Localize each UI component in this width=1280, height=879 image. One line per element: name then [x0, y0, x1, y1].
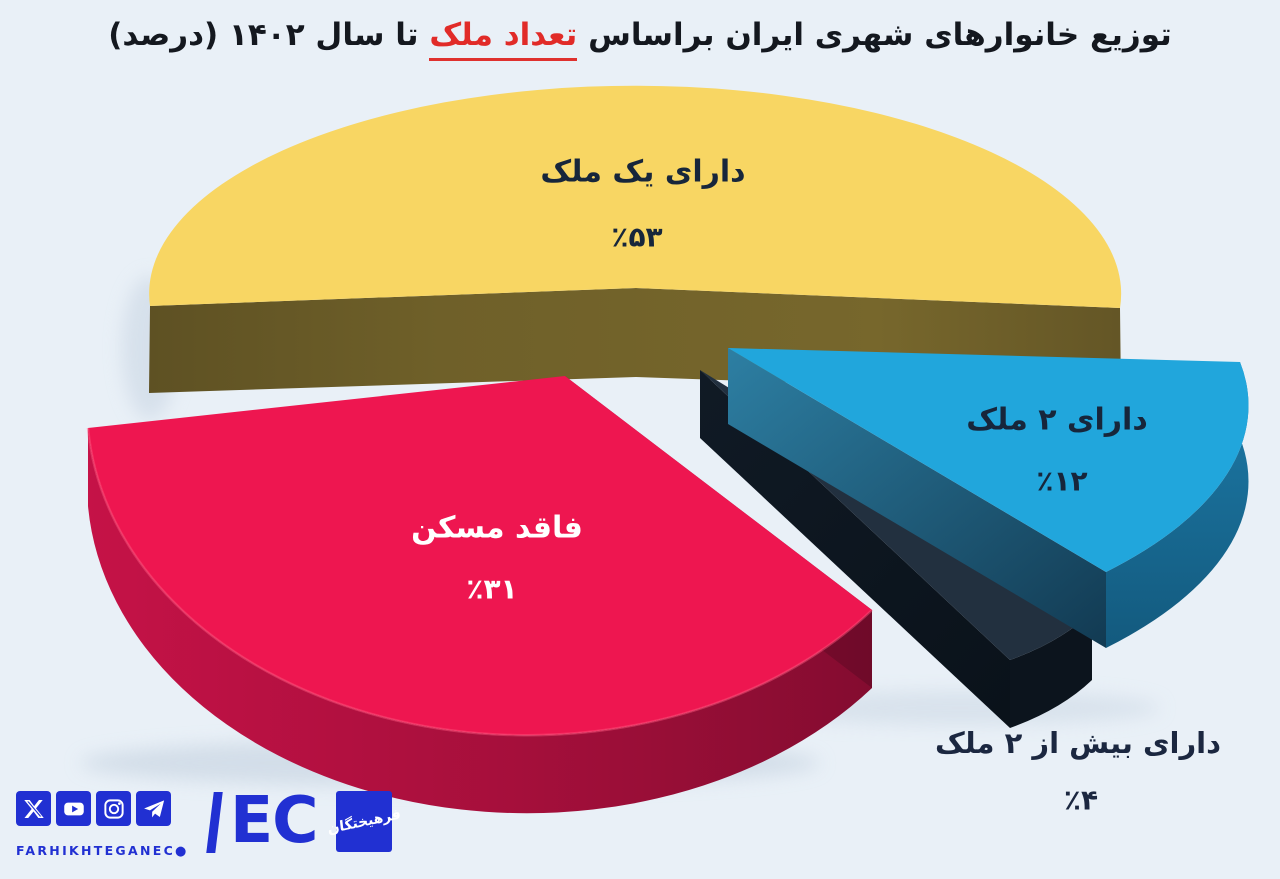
youtube-icon[interactable] [56, 791, 91, 826]
pie-slice-more-than-two-edge-side [700, 370, 1010, 728]
handle-dot: ● [175, 844, 187, 859]
logo-farhikhtegan-square: فرهیختگان [327, 791, 401, 852]
pie-slice-two-properties-edge-side [728, 348, 1106, 648]
chart-title: توزیع خانوارهای شهری ایران براساس تعداد … [0, 12, 1280, 61]
pie-slice-no-housing-highlight [86, 427, 873, 737]
pie-slice-two-properties-arc-side [1106, 362, 1249, 648]
telegram-icon[interactable] [136, 791, 171, 826]
social-handle: FARHIKHTEGANEC● [16, 843, 186, 859]
pie-slice-no-housing-arc-side [88, 428, 872, 814]
title-highlight: تعداد ملک [429, 17, 578, 61]
label-two-properties: دارای ۲ ملک [966, 402, 1148, 438]
label-more-than-two: دارای بیش از ۲ ملک [935, 726, 1221, 760]
label-one-property: دارای یک ملک [540, 154, 746, 190]
pie-slice-more-than-two-arc-side [1010, 612, 1092, 728]
instagram-icon[interactable] [96, 791, 131, 826]
logo-farhikhtegan-text: فرهیختگان [326, 805, 402, 838]
social-links [16, 791, 171, 826]
label-no-housing: فاقد مسکن [411, 510, 583, 546]
value-no-housing: ٪۳۱ [466, 572, 518, 606]
pie-slice-one-property [149, 85, 1122, 309]
pie-slice-two-properties [728, 348, 1249, 572]
x-icon[interactable] [16, 791, 51, 826]
value-two-properties: ٪۱۲ [1036, 464, 1088, 498]
title-prefix: توزیع خانوارهای شهری ایران براساس [588, 17, 1172, 53]
pie-slice-no-housing [88, 376, 872, 736]
value-one-property: ٪۵۳ [611, 220, 663, 254]
social-handle-text: FARHIKHTEGANEC [16, 843, 176, 858]
value-more-than-two: ٪۴ [1063, 783, 1099, 817]
logo-ec-text: EC [230, 781, 319, 858]
title-suffix: تا سال ۱۴۰۲ (درصد) [108, 17, 419, 53]
